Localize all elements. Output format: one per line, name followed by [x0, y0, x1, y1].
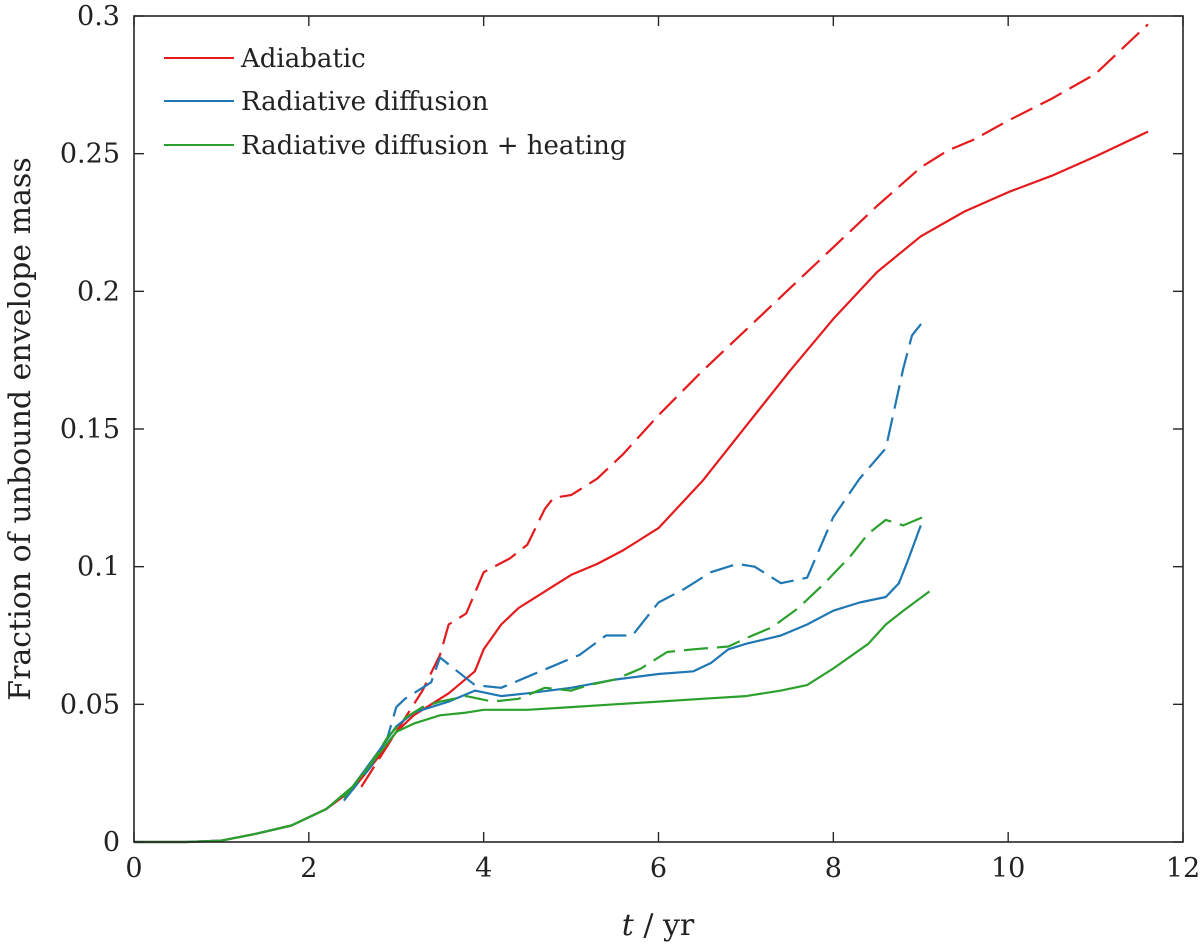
series-line-adiabatic-solid: [134, 130, 1149, 844]
series-line-radiative-diffusion-heating-solid: [134, 590, 931, 844]
x-tick-label: 8: [825, 853, 842, 884]
legend-label-radiative-diffusion-heating: Radiative diffusion + heating: [241, 131, 627, 161]
series-layer: [134, 23, 1149, 844]
legend-label-adiabatic: Adiabatic: [240, 44, 366, 74]
series-line-radiative-diffusion-solid: [134, 525, 922, 844]
legend: Adiabatic Radiative diffusion Radiative …: [164, 44, 627, 161]
series-line-radiative-diffusion-heating-dashed: [342, 513, 930, 799]
x-tick-label: 6: [650, 853, 667, 884]
x-tick-label: 10: [991, 853, 1025, 884]
x-tick-label: 2: [300, 853, 317, 884]
y-tick-label: 0.05: [60, 689, 120, 720]
y-tick-label: 0.15: [60, 414, 120, 445]
x-axis-separator: /: [634, 908, 663, 943]
y-tick-label: 0: [103, 827, 120, 858]
x-tick-label: 12: [1166, 853, 1200, 884]
x-tick-label: 0: [125, 853, 142, 884]
x-axis-title: t / yr: [622, 908, 695, 943]
y-axis: 0 0.05 0.1 0.15 0.2 0.25 0.3: [60, 1, 1183, 858]
legend-label-radiative-diffusion: Radiative diffusion: [241, 87, 489, 117]
y-tick-label: 0.3: [77, 1, 120, 32]
series-line-adiabatic-dashed: [360, 23, 1149, 788]
x-axis: 0 2 4 6 8 10 12: [125, 16, 1200, 884]
y-axis-title: Fraction of unbound envelope mass: [3, 157, 38, 700]
x-axis-variable: t: [622, 908, 635, 943]
y-tick-label: 0.25: [60, 139, 120, 170]
y-tick-label: 0.1: [77, 552, 120, 583]
series-line-radiative-diffusion-dashed: [342, 318, 926, 802]
x-tick-label: 4: [475, 853, 492, 884]
y-tick-label: 0.2: [77, 276, 120, 307]
x-axis-unit: yr: [662, 908, 695, 943]
